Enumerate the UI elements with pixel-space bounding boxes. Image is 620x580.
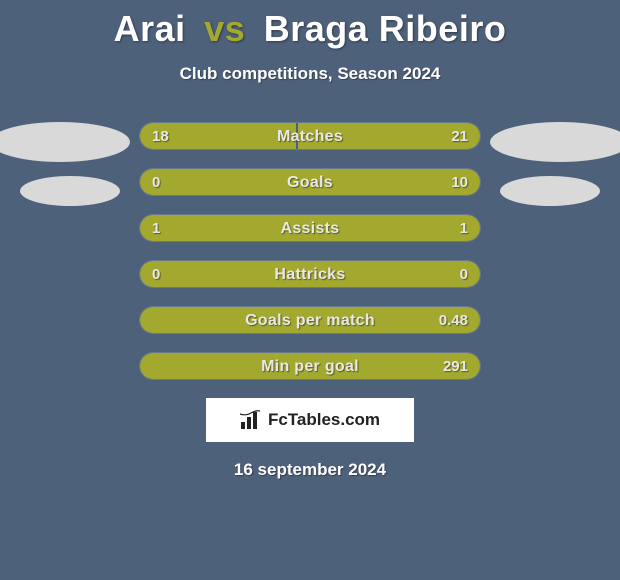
bar-chart-icon	[240, 410, 262, 430]
stat-row: Matches18 21	[139, 122, 481, 150]
stat-value-right: 21	[451, 123, 468, 149]
stat-label: Assists	[140, 215, 480, 241]
stat-label: Goals per match	[140, 307, 480, 333]
player2-avatar-oval-large	[490, 122, 620, 162]
stat-value-right: 10	[451, 169, 468, 195]
watermark-badge: FcTables.com	[206, 398, 414, 442]
stat-label: Min per goal	[140, 353, 480, 379]
player2-name: Braga Ribeiro	[264, 8, 507, 49]
stat-value-right: 0	[460, 261, 468, 287]
stat-rows: Matches1821Goals010Assists11Hattricks00G…	[139, 122, 481, 380]
stat-row: Goals0 10	[139, 168, 481, 196]
stat-value-right: 291	[443, 353, 468, 379]
stat-row: Min per goal291	[139, 352, 481, 380]
comparison-title: Arai vs Braga Ribeiro	[0, 0, 620, 50]
stat-label: Matches	[140, 123, 480, 149]
subtitle: Club competitions, Season 2024	[0, 64, 620, 84]
stat-value-left: 18	[152, 123, 169, 149]
stat-value-left: 0	[152, 169, 160, 195]
stat-value-right: 1	[460, 215, 468, 241]
vs-label: vs	[204, 8, 245, 49]
player2-avatar-oval-small	[500, 176, 600, 206]
stat-row: Assists1 1	[139, 214, 481, 242]
player1-name: Arai	[114, 8, 186, 49]
player1-avatar-oval-large	[0, 122, 130, 162]
stat-value-left: 0	[152, 261, 160, 287]
stats-arena: Matches1821Goals010Assists11Hattricks00G…	[0, 122, 620, 380]
snapshot-date: 16 september 2024	[0, 460, 620, 480]
watermark-text: FcTables.com	[268, 410, 380, 430]
stat-value-left: 1	[152, 215, 160, 241]
stat-row: Goals per match0.48	[139, 306, 481, 334]
stat-row: Hattricks0 0	[139, 260, 481, 288]
player1-avatar-oval-small	[20, 176, 120, 206]
stat-label: Goals	[140, 169, 480, 195]
stat-value-right: 0.48	[439, 307, 468, 333]
stat-label: Hattricks	[140, 261, 480, 287]
